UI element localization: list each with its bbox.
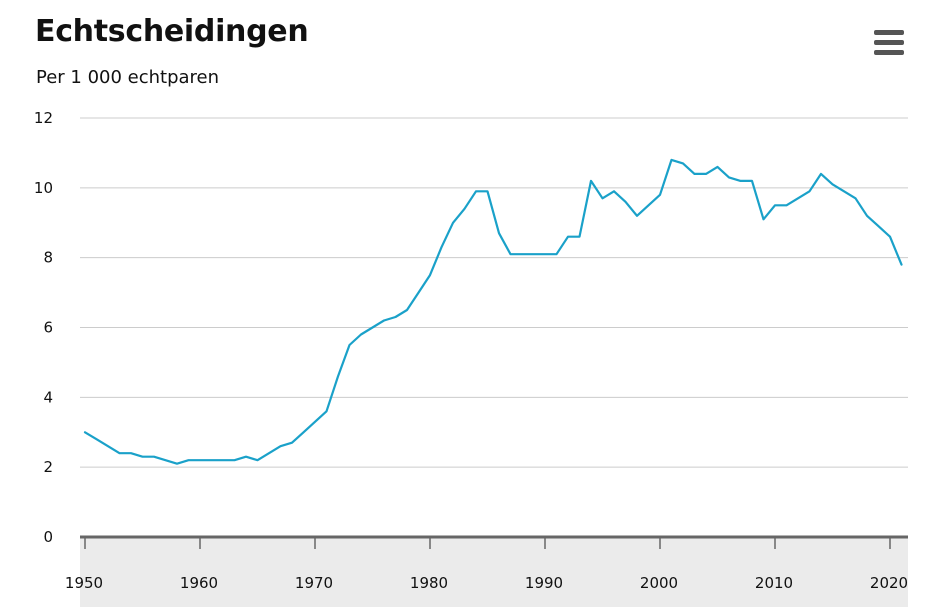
series-line (83, 158, 903, 465)
y-tick-label: 8 (43, 249, 53, 267)
data-point (105, 443, 111, 449)
data-point (692, 171, 698, 177)
data-point (312, 419, 318, 425)
data-point (588, 178, 594, 184)
data-point (749, 178, 755, 184)
data-point (427, 272, 433, 278)
data-point (508, 251, 514, 257)
data-point (381, 318, 387, 324)
data-point (473, 188, 479, 194)
data-point (439, 244, 445, 250)
data-point (703, 171, 709, 177)
data-point (565, 234, 571, 240)
data-point (243, 454, 249, 460)
x-tick-label: 2010 (755, 574, 793, 592)
data-point (669, 157, 675, 163)
data-point (220, 457, 226, 463)
y-tick-label: 4 (43, 388, 53, 406)
data-point (450, 220, 456, 226)
data-point (255, 457, 261, 463)
data-point (864, 213, 870, 219)
data-point (462, 206, 468, 212)
data-point (335, 373, 341, 379)
data-point (416, 290, 422, 296)
data-point (197, 457, 203, 463)
data-point (393, 314, 399, 320)
data-point (899, 262, 905, 268)
data-point (232, 457, 238, 463)
data-point (887, 234, 893, 240)
data-point (554, 251, 560, 257)
y-tick-label: 12 (34, 109, 53, 127)
data-point (542, 251, 548, 257)
y-tick-label: 2 (43, 458, 53, 476)
x-tick-label: 1970 (295, 574, 333, 592)
data-point (370, 325, 376, 331)
data-point (347, 342, 353, 348)
data-point (772, 202, 778, 208)
data-point (795, 195, 801, 201)
data-point (577, 234, 583, 240)
x-tick-label: 1950 (65, 574, 103, 592)
data-point (163, 457, 169, 463)
x-tick-label: 1980 (410, 574, 448, 592)
data-point (634, 213, 640, 219)
data-point (853, 195, 859, 201)
data-point (117, 450, 123, 456)
data-point (186, 457, 192, 463)
chart-subtitle: Per 1 000 echtparen (36, 67, 220, 88)
data-point (611, 188, 617, 194)
data-point (94, 436, 100, 442)
data-point (715, 164, 721, 170)
data-point (623, 199, 629, 205)
data-point (876, 223, 882, 229)
data-point (128, 450, 134, 456)
data-point (761, 216, 767, 222)
data-point (404, 307, 410, 313)
page-title: Echtscheidingen (35, 14, 309, 49)
data-point (726, 174, 732, 180)
data-point (174, 461, 180, 467)
data-point (646, 202, 652, 208)
data-point (358, 331, 364, 337)
data-point (738, 178, 744, 184)
data-point (830, 181, 836, 187)
data-point (818, 171, 824, 177)
data-point (151, 454, 157, 460)
data-point (266, 450, 272, 456)
x-axis-band (80, 537, 908, 607)
data-point (600, 195, 606, 201)
data-point (807, 188, 813, 194)
data-point (324, 408, 330, 414)
data-point (496, 230, 502, 236)
data-point (301, 429, 307, 435)
data-point (531, 251, 537, 257)
data-point (140, 454, 146, 460)
x-tick-label: 1960 (180, 574, 218, 592)
y-tick-label: 10 (34, 179, 53, 197)
data-point (82, 429, 88, 435)
data-point (289, 440, 295, 446)
y-tick-label: 0 (43, 528, 53, 546)
hamburger-menu-icon[interactable] (868, 26, 910, 60)
data-point (209, 457, 215, 463)
x-tick-label: 2020 (870, 574, 908, 592)
data-point (784, 202, 790, 208)
x-tick-label: 2000 (640, 574, 678, 592)
data-point (519, 251, 525, 257)
data-point (680, 160, 686, 166)
data-point (657, 192, 663, 198)
data-point (485, 188, 491, 194)
x-tick-label: 1990 (525, 574, 563, 592)
data-point (841, 188, 847, 194)
data-point (278, 443, 284, 449)
y-tick-label: 6 (43, 319, 53, 337)
